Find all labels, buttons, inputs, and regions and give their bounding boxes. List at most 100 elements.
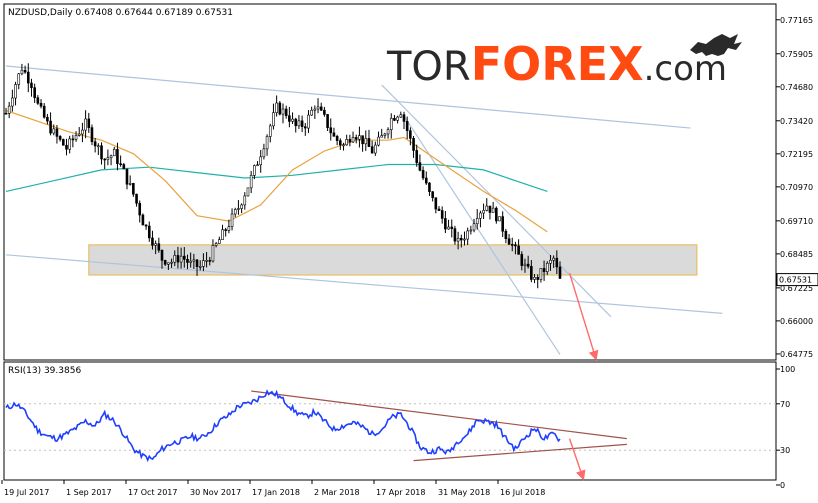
candle-body (424, 177, 428, 184)
candle-body (520, 254, 524, 266)
candle-body (475, 218, 479, 225)
rsi-tick-label: 30 (780, 446, 790, 455)
candle-body (23, 69, 27, 73)
candle-body (459, 238, 463, 241)
current-price-box (776, 273, 818, 287)
candle-body (517, 245, 520, 255)
candle-body (504, 230, 508, 239)
candle-body (52, 128, 56, 134)
candle-body (358, 135, 361, 140)
candle-body (402, 114, 406, 122)
candle-body (367, 138, 371, 147)
channel-line (5, 254, 723, 314)
candle-body (65, 144, 68, 150)
candle-body (46, 116, 49, 122)
candle-body (224, 229, 227, 231)
candle-body (495, 207, 498, 222)
candle-body (173, 255, 177, 263)
rsi-panel: 100 70 30 0 RSI(13) 39.3856 (3, 361, 795, 490)
candle-body (195, 259, 199, 268)
candle-body (116, 149, 119, 165)
candle-body (329, 127, 333, 134)
candle-body (456, 238, 460, 242)
time-tick-label: 17 Jan 2018 (252, 488, 300, 497)
candle-body (463, 238, 466, 241)
candle-body (147, 225, 151, 239)
price-panel: 0.77165 0.75905 0.74680 0.73420 0.72195 0.709… (3, 3, 818, 361)
candle-body (167, 262, 170, 265)
candle-body (428, 182, 431, 192)
candle-body (539, 268, 543, 280)
candle-body (259, 156, 263, 166)
candle-body (319, 106, 323, 111)
candle-body (536, 276, 540, 280)
candle-body (249, 175, 253, 189)
candle-body (297, 120, 301, 127)
price-panel-frame (3, 3, 777, 361)
candle-body (284, 108, 288, 116)
candle-body (49, 120, 52, 134)
logo-text: TORFOREX.com (386, 37, 727, 91)
candle-body (361, 135, 364, 145)
candle-body (450, 226, 454, 229)
candle-body (205, 260, 208, 262)
logo-part-tor: TOR (386, 44, 471, 90)
rsi-tick-label: 100 (780, 365, 795, 374)
candle-body (103, 158, 107, 161)
candle-body (488, 205, 492, 213)
candle-body (268, 125, 272, 137)
candle-body (214, 243, 218, 246)
candle-body (240, 204, 243, 209)
candle-body (256, 164, 259, 167)
price-tick-label: 0.64775 (780, 350, 813, 359)
time-tick-label: 2 Mar 2018 (314, 488, 360, 497)
candle-body (393, 117, 396, 121)
candle-body (389, 117, 393, 130)
candle-body (211, 245, 215, 262)
candle-body (58, 136, 62, 140)
candle-body (125, 168, 129, 185)
candle-body (303, 126, 307, 129)
rsi-line (5, 389, 561, 463)
candle-body (230, 213, 234, 227)
candle-body (281, 108, 285, 115)
candle-body (415, 150, 419, 163)
time-tick-label: 17 Oct 2017 (128, 488, 177, 497)
candle-body (549, 259, 552, 264)
candle-body (485, 205, 489, 211)
candle-body (4, 112, 8, 115)
rsi-forecast-arrow (568, 438, 586, 481)
price-candles (4, 63, 562, 289)
candle-body (440, 210, 444, 219)
candle-body (17, 73, 21, 85)
candle-body (141, 214, 145, 226)
logo-part-forex: FOREX (471, 37, 644, 91)
candle-body (342, 144, 345, 147)
candle-body (555, 257, 559, 268)
ma-fast-line (5, 109, 548, 233)
candle-body (237, 208, 240, 210)
candle-body (30, 82, 33, 88)
candle-body (42, 105, 46, 118)
candle-body (370, 146, 374, 154)
candle-body (472, 223, 476, 231)
candle-body (138, 202, 142, 216)
time-tick-label: 16 Jul 2018 (500, 488, 545, 497)
candle-body (109, 155, 113, 159)
candle-body (163, 260, 167, 265)
candle-body (316, 106, 320, 110)
candle-body (33, 87, 36, 99)
candle-body (198, 266, 202, 268)
candle-body (106, 157, 110, 161)
candle-body (132, 183, 135, 195)
candle-body (364, 138, 368, 145)
candle-body (272, 112, 275, 127)
rsi-trend-lines (251, 390, 627, 462)
candle-body (90, 127, 94, 143)
bull-icon (690, 34, 742, 56)
candle-body (501, 216, 504, 232)
candle-body (112, 149, 116, 157)
candle-body (39, 102, 43, 107)
candle-body (68, 138, 71, 150)
candle-body (558, 266, 562, 279)
